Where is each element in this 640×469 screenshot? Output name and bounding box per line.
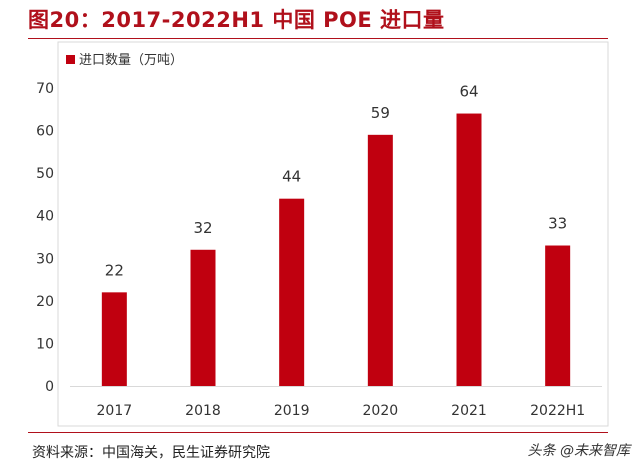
watermark: 头条 @未来智库 bbox=[527, 443, 630, 459]
figure-title: 图20：2017-2022H1 中国 POE 进口量 bbox=[28, 8, 445, 32]
data-label: 44 bbox=[282, 168, 301, 186]
source-rule bbox=[28, 432, 608, 433]
chart-frame bbox=[57, 41, 609, 427]
y-tick-label: 70 bbox=[36, 81, 54, 97]
legend-swatch bbox=[66, 55, 75, 64]
x-tick-label: 2021 bbox=[451, 403, 487, 419]
data-label: 22 bbox=[105, 261, 124, 279]
bar bbox=[190, 249, 216, 386]
y-tick-label: 0 bbox=[45, 379, 54, 395]
bar bbox=[279, 198, 305, 386]
bar bbox=[456, 113, 482, 387]
data-label: 32 bbox=[193, 219, 212, 237]
y-tick-label: 10 bbox=[36, 336, 54, 352]
bar-chart: 进口数量（万吨） 0 10 20 30 40 50 60 70 22 2017 32 2018 44 201… bbox=[36, 41, 609, 427]
x-tick-label: 2020 bbox=[363, 403, 399, 419]
bar bbox=[101, 292, 127, 386]
y-tick-label: 30 bbox=[36, 251, 54, 267]
x-tick-label: 2019 bbox=[274, 403, 310, 419]
bar bbox=[367, 134, 393, 386]
y-tick-label: 50 bbox=[36, 166, 54, 182]
y-tick-label: 60 bbox=[36, 124, 54, 140]
x-tick-label: 2022H1 bbox=[530, 403, 585, 419]
x-tick-label: 2018 bbox=[185, 403, 221, 419]
data-label: 64 bbox=[459, 83, 478, 101]
y-tick-label: 40 bbox=[36, 209, 54, 225]
title-rule bbox=[28, 38, 608, 39]
y-tick-label: 20 bbox=[36, 294, 54, 310]
x-tick-label: 2017 bbox=[97, 403, 133, 419]
data-label: 59 bbox=[371, 104, 390, 122]
source-note: 资料来源：中国海关，民生证券研究院 bbox=[32, 445, 270, 461]
data-label: 33 bbox=[548, 215, 567, 233]
legend-label: 进口数量（万吨） bbox=[79, 53, 183, 68]
bar bbox=[545, 245, 571, 386]
